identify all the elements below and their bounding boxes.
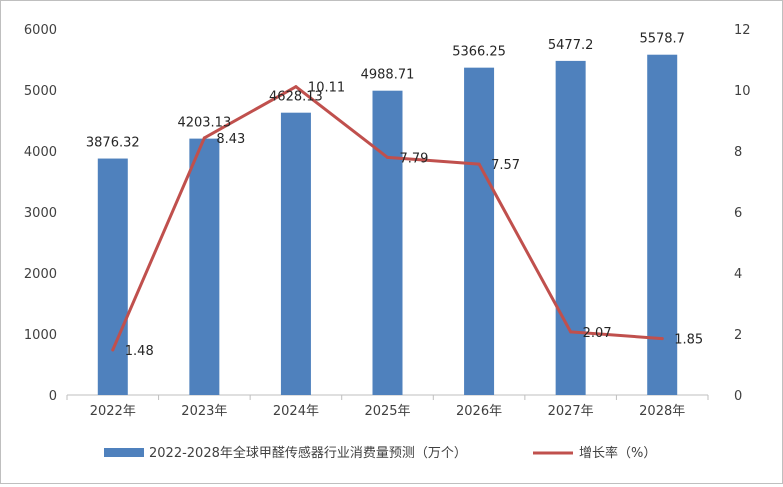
- y-right-tick-label: 4: [734, 267, 742, 282]
- y-right-tick-label: 2: [734, 328, 742, 343]
- line-data-label: 1.85: [674, 333, 703, 348]
- data-labels: 3876.32 4203.13 4628.13 4988.71 5366.25 5477.…: [86, 32, 703, 359]
- line-data-label: 7.79: [400, 151, 429, 166]
- x-tick-label: 2024年: [273, 404, 319, 419]
- y-left-tick-label: 5000: [24, 84, 57, 99]
- bar: [372, 90, 403, 395]
- bar-data-label: 5477.2: [548, 38, 594, 53]
- line-series: [111, 85, 664, 352]
- x-tick-label: 2027年: [548, 404, 594, 419]
- line-point: [111, 348, 115, 352]
- bar: [280, 112, 311, 395]
- bar: [97, 158, 128, 395]
- bar-data-label: 3876.32: [86, 136, 140, 151]
- line-data-label: 10.11: [308, 81, 345, 96]
- line-point: [202, 136, 206, 140]
- line-point: [569, 330, 573, 334]
- y-right-tick-label: 8: [734, 145, 742, 160]
- y-left-tick-label: 2000: [24, 267, 57, 282]
- bar-data-label: 4203.13: [177, 116, 231, 131]
- legend-bar-label: 2022-2028年全球甲醛传感器行业消费量预测（万个）: [149, 445, 467, 461]
- bar-series: [97, 54, 678, 395]
- bar-data-label: 4988.71: [361, 68, 415, 83]
- line-point: [660, 337, 664, 341]
- y-left-tick-label: 6000: [24, 23, 57, 38]
- y-left-tick-label: 4000: [24, 145, 57, 160]
- x-tick-label: 2026年: [456, 404, 502, 419]
- x-tick-label: 2023年: [181, 404, 227, 419]
- legend-bar-swatch: [104, 448, 144, 457]
- legend: 2022-2028年全球甲醛传感器行业消费量预测（万个） 增长率（%）: [104, 445, 656, 461]
- bar: [189, 138, 220, 395]
- y-left-tick-label: 3000: [24, 206, 57, 221]
- line-point: [386, 155, 389, 159]
- y-right-tick-label: 6: [734, 206, 742, 221]
- line-data-label: 2.07: [583, 326, 612, 341]
- x-tick-label: 2028年: [639, 404, 685, 419]
- bar-data-label: 5366.25: [452, 45, 506, 60]
- x-tick-label: 2022年: [90, 404, 136, 419]
- y-right-tick-label: 0: [734, 389, 742, 404]
- legend-line-label: 增长率（%）: [579, 445, 656, 461]
- line-data-label: 7.57: [491, 158, 520, 173]
- line-point: [477, 162, 481, 166]
- bar: [464, 67, 495, 395]
- bar-data-label: 4628.13: [269, 90, 323, 105]
- y-left-tick-label: 0: [49, 389, 57, 404]
- line-data-label: 8.43: [216, 132, 245, 147]
- bar-data-label: 5578.7: [639, 32, 685, 47]
- y-left-tick-label: 1000: [24, 328, 57, 343]
- axes: 2022年 2023年 2024年 2025年 2026年 2027年 2028年 0 1000…: [24, 23, 751, 419]
- bar: [647, 54, 678, 395]
- y-right-tick-label: 10: [734, 84, 751, 99]
- y-right-tick-label: 12: [734, 23, 751, 38]
- line-point: [294, 85, 298, 89]
- bar: [555, 60, 586, 395]
- line-data-label: 1.48: [125, 344, 154, 359]
- x-tick-label: 2025年: [364, 404, 410, 419]
